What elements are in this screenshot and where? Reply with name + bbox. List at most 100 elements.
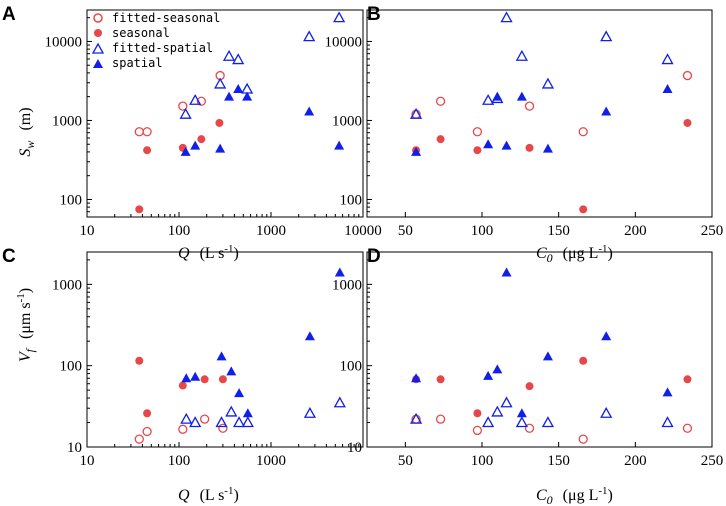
panel-a-point-spatial <box>242 91 253 101</box>
panel-b-ytick-label: 1000 <box>332 113 362 129</box>
panel-b-point-fitted-seasonal <box>472 127 483 137</box>
panel-a-point-spatial <box>180 146 191 156</box>
panel-c-xtick-label: 10 <box>80 453 95 469</box>
panel-c-point-spatial <box>242 408 253 418</box>
panel-b-point-spatial <box>516 91 527 101</box>
panel-d-point-fitted-seasonal <box>682 423 693 433</box>
panel-a-point-fitted-spatial <box>222 49 236 61</box>
panel-d-plot: 50 100 150 200 250 10 100 1000 <box>332 251 724 469</box>
panel-d-point-seasonal <box>525 382 534 391</box>
panel-c-point-fitted-spatial <box>215 416 228 428</box>
panel-d-xtick-label: 250 <box>701 453 724 469</box>
panel-d-ytick-label: 1000 <box>332 277 362 293</box>
panel-d-point-fitted-spatial <box>541 416 555 428</box>
panel-d-point-spatial <box>501 267 512 277</box>
panel-d-point-spatial <box>601 331 612 341</box>
panel-a-point-fitted-spatial <box>189 93 202 105</box>
panel-b-point-fitted-seasonal <box>682 70 693 81</box>
panel-c-point-fitted-seasonal <box>178 424 188 434</box>
panel-d-point-fitted-spatial <box>482 416 495 428</box>
panel-a-point-spatial <box>334 140 345 150</box>
panel-d-xtick-label: 200 <box>624 453 647 469</box>
legend-label-fitted-seasonal: fitted-seasonal <box>112 11 220 25</box>
panel-c-point-fitted-spatial <box>180 412 193 424</box>
panel-b-point-spatial <box>501 140 512 150</box>
panel-b-point-spatial <box>662 84 673 94</box>
legend-marker-seasonal <box>94 29 102 37</box>
legend-marker-spatial <box>93 59 103 68</box>
panel-b-point-fitted-spatial <box>661 53 674 65</box>
panel-c-point-fitted-spatial <box>241 416 254 428</box>
panel-a-ytick-label: 10000 <box>45 34 83 50</box>
panel-b-point-seasonal <box>683 118 692 127</box>
panel-b-point-fitted-spatial <box>482 93 495 105</box>
panel-b-ytick-label: 100 <box>340 192 363 208</box>
panel-c-point-fitted-seasonal <box>134 434 144 444</box>
panel-d-xtick-label: 50 <box>398 453 413 469</box>
panel-b-point-seasonal <box>525 143 534 152</box>
panel-d-ytick-label: 100 <box>340 359 363 375</box>
panel-d-point-spatial <box>662 387 673 397</box>
panel-c-point-seasonal <box>178 381 187 390</box>
panel-d-point-fitted-seasonal <box>435 414 446 424</box>
panel-c-point-fitted-spatial <box>333 396 346 408</box>
panel-d-point-spatial <box>411 373 422 383</box>
panel-b-xtick-label: 200 <box>624 223 647 239</box>
panel-d-frame <box>366 251 713 448</box>
panel-b-point-seasonal <box>473 146 482 155</box>
panel-d-point-seasonal <box>579 356 588 365</box>
panel-a-point-spatial <box>190 140 201 150</box>
panel-d-point-fitted-seasonal <box>578 434 588 444</box>
panel-d-point-spatial <box>492 364 503 374</box>
panel-d-point-fitted-spatial <box>600 406 613 418</box>
panel-a-point-fitted-seasonal <box>196 96 207 106</box>
panel-b-point-spatial <box>492 91 503 101</box>
panel-a-point-fitted-spatial <box>241 82 254 94</box>
panel-b-point-fitted-seasonal <box>578 127 588 137</box>
panel-c-frame <box>86 251 364 448</box>
panel-b-xtick-label: 150 <box>547 223 570 239</box>
panel-c-point-fitted-seasonal <box>199 414 210 424</box>
panel-label-d: D <box>367 246 381 267</box>
panel-b-point-fitted-spatial <box>409 107 423 119</box>
panel-c-point-seasonal <box>200 375 209 384</box>
panel-a-point-spatial <box>215 143 226 153</box>
panel-c-point-spatial <box>181 373 192 383</box>
panel-c-point-spatial <box>334 267 345 277</box>
panel-a-xtick-label: 10 <box>80 223 95 239</box>
panel-d-point-seasonal <box>473 409 482 418</box>
panel-b-point-seasonal <box>436 135 445 144</box>
panel-c-point-spatial <box>190 371 201 381</box>
panel-b-point-fitted-seasonal <box>435 96 446 106</box>
panel-c-point-spatial <box>216 351 227 361</box>
panel-a-plot: 10 100 1000 10000 100 1000 10000 <box>45 9 382 239</box>
panel-d-point-fitted-spatial <box>661 416 674 428</box>
panel-c-point-fitted-spatial <box>303 406 317 418</box>
panel-c-point-spatial <box>226 366 237 376</box>
panel-d-point-seasonal <box>436 375 445 384</box>
panel-a-point-fitted-seasonal <box>178 101 188 111</box>
panel-c-point-fitted-seasonal <box>218 423 228 433</box>
panel-label-a: A <box>2 4 16 25</box>
legend-marker-fitted-seasonal <box>93 13 103 23</box>
panel-c-point-fitted-seasonal <box>142 426 152 437</box>
panel-c-point-fitted-spatial <box>232 416 246 428</box>
panel-b-point-spatial <box>483 139 494 149</box>
panel-d-point-fitted-spatial <box>500 396 513 408</box>
panel-d-xlabel: C0 (μg L-1) <box>536 485 613 506</box>
legend-label-spatial: spatial <box>112 56 163 70</box>
panel-c-ytick-label: 1000 <box>52 277 82 293</box>
panel-b-point-fitted-spatial <box>500 11 513 23</box>
panel-b-xtick-label: 50 <box>398 223 413 239</box>
panel-b-point-fitted-spatial <box>515 49 528 61</box>
panel-d-point-spatial <box>516 408 527 418</box>
panel-b-frame <box>366 9 713 218</box>
panel-a-point-seasonal <box>135 205 144 214</box>
panel-d-point-fitted-spatial <box>491 405 504 417</box>
panel-d-point-spatial <box>483 370 494 380</box>
panel-a-point-fitted-seasonal <box>142 127 152 137</box>
panel-a-point-seasonal <box>143 146 152 155</box>
panel-d-ytick-label: 10 <box>347 440 362 456</box>
panel-a-point-fitted-seasonal <box>134 127 144 137</box>
panel-d-point-fitted-spatial <box>515 416 528 428</box>
